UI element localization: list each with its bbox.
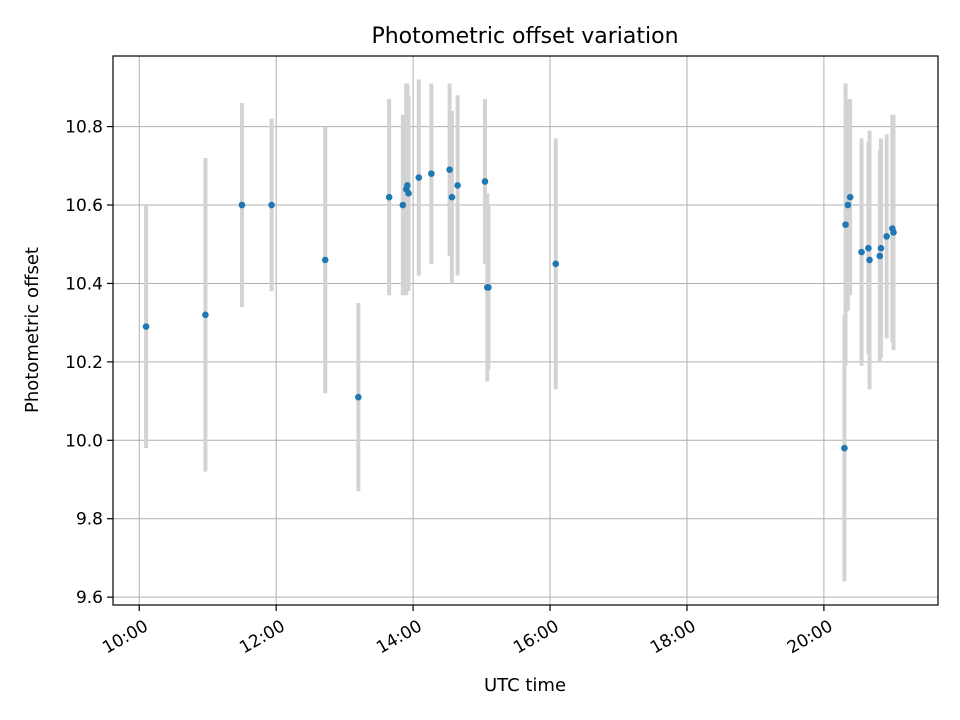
data-point (883, 233, 890, 240)
data-point (865, 244, 872, 252)
data-point (142, 323, 150, 330)
data-point (405, 189, 412, 197)
y-tick-label: 10.0 (65, 431, 103, 451)
y-tick-label: 10.8 (65, 118, 103, 138)
grid-lines (113, 56, 938, 605)
data-points (142, 166, 897, 452)
data-point (321, 256, 329, 264)
data-point (428, 170, 435, 177)
chart-title: Photometric offset variation (371, 24, 678, 49)
data-point (485, 284, 492, 291)
y-axis-label: Photometric offset (22, 247, 43, 413)
data-point (355, 393, 362, 401)
data-point (552, 260, 560, 268)
data-point (877, 244, 885, 252)
data-point (876, 252, 884, 260)
data-point (404, 182, 411, 189)
plot-area-frame (112, 55, 939, 606)
y-tick-label: 9.8 (76, 510, 103, 530)
data-point (890, 229, 897, 236)
data-point (842, 221, 849, 228)
data-point (481, 178, 489, 185)
y-tick-label: 10.6 (65, 196, 103, 216)
data-point (238, 201, 246, 209)
data-point (454, 182, 461, 189)
data-point (446, 166, 453, 174)
data-point (415, 174, 423, 181)
data-point (844, 201, 852, 209)
data-point (846, 193, 854, 201)
data-point (399, 201, 407, 209)
data-point (858, 248, 865, 256)
data-point (385, 193, 393, 201)
data-point (866, 256, 873, 264)
y-tick-label: 10.2 (65, 353, 103, 373)
data-point (202, 311, 209, 319)
y-tick-label: 9.6 (76, 588, 103, 608)
y-tick-label: 10.4 (65, 274, 103, 294)
data-point (841, 444, 848, 452)
data-point (448, 193, 456, 201)
data-point (268, 201, 275, 209)
x-axis-label: UTC time (484, 675, 566, 696)
y-axis-ticks: 9.6 9.8 10.0 10.2 10.4 10.6 10.8 (65, 118, 113, 608)
